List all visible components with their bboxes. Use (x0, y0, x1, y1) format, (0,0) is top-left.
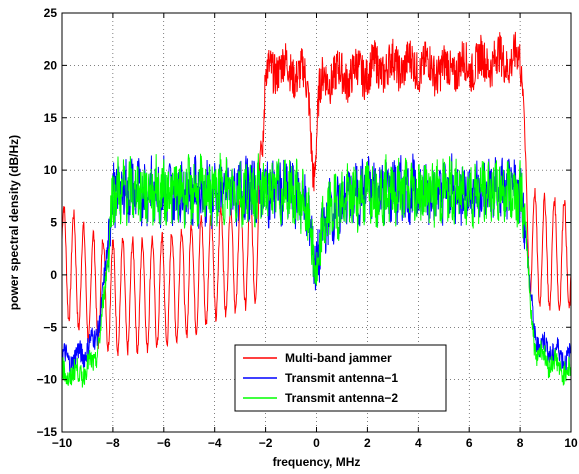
legend-label-jammer: Multi-band jammer (285, 351, 392, 365)
legend: Multi-band jammer Transmit antenna−1 Tra… (234, 344, 447, 412)
y-tick-label: 10 (44, 163, 58, 177)
x-tick-label: 2 (364, 436, 371, 450)
x-tick-label: −4 (208, 436, 222, 450)
x-tick-label: 4 (415, 436, 422, 450)
x-tick-label: 0 (313, 436, 320, 450)
y-tick-label: 20 (44, 58, 58, 72)
series-line-jammer (61, 31, 572, 357)
y-tick-label: 0 (50, 268, 57, 282)
y-tick-label: 15 (44, 111, 58, 125)
x-tick-label: 8 (517, 436, 524, 450)
y-tick-label: −5 (43, 320, 57, 334)
y-tick-label: −10 (37, 373, 58, 387)
legend-label-antenna-1: Transmit antenna−1 (285, 371, 398, 385)
y-tick-label: 5 (50, 216, 57, 230)
series-line-antenna-2 (61, 152, 572, 388)
y-axis-label: power spectral density (dB/Hz) (7, 135, 21, 310)
x-tick-label: 6 (466, 436, 473, 450)
grid (62, 13, 571, 432)
x-axis-label: frequency, MHz (273, 455, 361, 469)
x-tick-label: −6 (157, 436, 171, 450)
y-tick-label: 25 (44, 6, 58, 20)
x-tick-label: 10 (564, 436, 578, 450)
legend-label-antenna-2: Transmit antenna−2 (285, 391, 398, 405)
x-tick-label: −2 (259, 436, 273, 450)
x-tick-label: −8 (106, 436, 120, 450)
y-tick-label: −15 (37, 425, 58, 439)
series-layer (61, 31, 572, 388)
x-tick-label: −10 (52, 436, 73, 450)
